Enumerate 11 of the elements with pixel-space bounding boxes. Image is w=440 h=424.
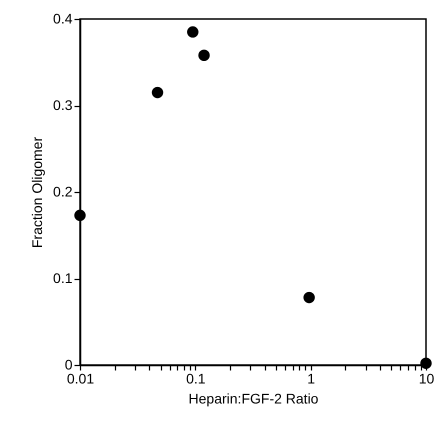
y-tick-label: 0.2 <box>53 184 73 200</box>
y-axis-title: Fraction Oligomer <box>29 136 46 248</box>
x-tick-label: 10 <box>418 370 434 386</box>
x-tick-label: 1 <box>307 370 316 386</box>
y-tick-label: 0.1 <box>53 270 73 286</box>
y-tick-label: 0.3 <box>53 97 73 113</box>
y-tick-label: 0 <box>64 356 73 372</box>
x-tick-label: 0.01 <box>66 370 94 386</box>
x-tick-label: 0.1 <box>186 370 206 386</box>
y-tick-label: 0.4 <box>53 10 73 26</box>
x-axis-title: Heparin:FGF-2 Ratio <box>188 390 319 406</box>
